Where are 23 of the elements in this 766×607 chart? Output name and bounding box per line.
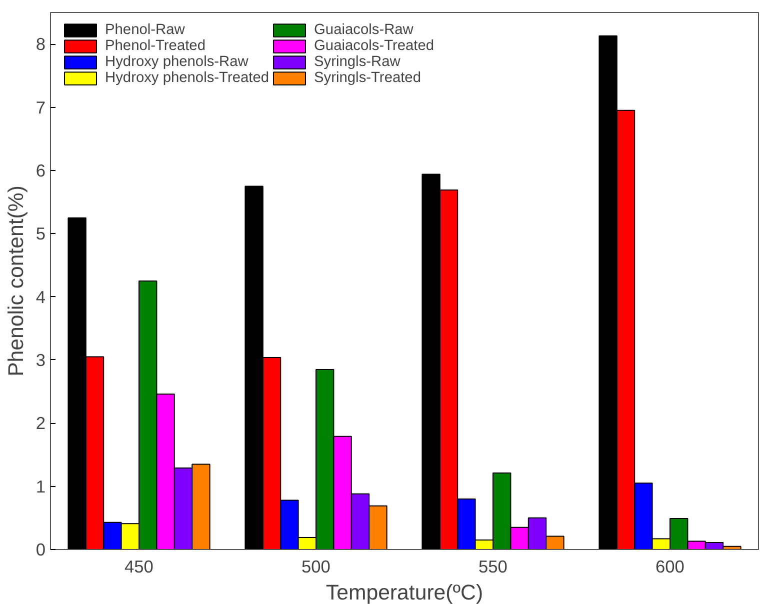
legend-label: Guaiacols-Treated <box>314 38 434 54</box>
x-axis-title: Temperature(ºC) <box>326 580 484 604</box>
y-tick-label: 2 <box>36 413 46 434</box>
y-tick-label: 0 <box>36 540 46 560</box>
y-tick-label: 7 <box>36 97 46 118</box>
legend-label: Syringls-Raw <box>314 54 400 70</box>
legend-label: Hydroxy phenols-Raw <box>105 54 248 70</box>
x-tick-label: 500 <box>302 556 330 576</box>
legend-label: Phenol-Raw <box>105 22 185 38</box>
legend-label: Guaiacols-Raw <box>314 22 414 38</box>
x-tick-label: 550 <box>478 556 508 576</box>
y-tick-label: 6 <box>36 160 46 180</box>
y-tick-label: 3 <box>36 350 46 370</box>
y-tick-label: 1 <box>36 476 46 496</box>
x-tick-label: 600 <box>656 556 684 576</box>
legend-label: Phenol-Treated <box>105 38 206 54</box>
x-tick-label: 450 <box>124 556 154 576</box>
y-axis-title: Phenolic content(%) <box>4 186 28 376</box>
legend-label: Hydroxy phenols-Treated <box>105 70 270 86</box>
legend-label: Syringls-Treated <box>314 70 421 86</box>
y-tick-label: 5 <box>36 224 46 244</box>
y-tick-label: 4 <box>36 286 46 307</box>
y-tick-label: 8 <box>36 34 46 54</box>
